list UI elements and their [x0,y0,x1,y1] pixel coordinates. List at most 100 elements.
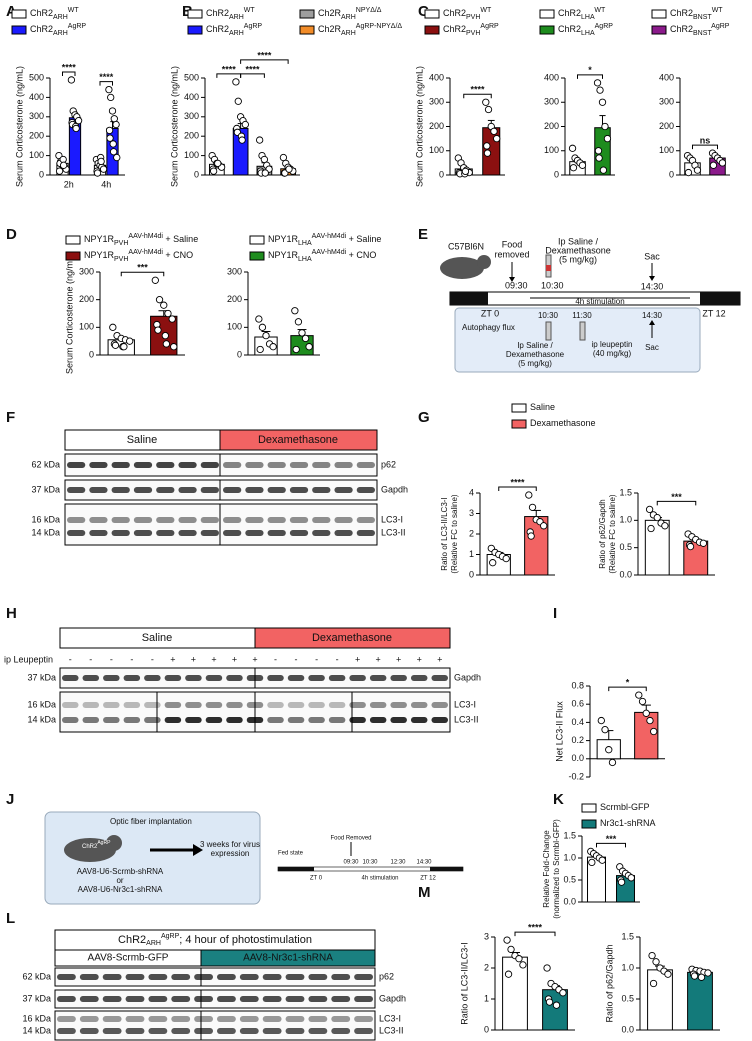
blot-band [267,675,284,681]
blot-band [156,530,175,536]
data-point [93,169,102,177]
sign: - [69,654,72,664]
data-point [105,126,114,135]
kda-label: 16 kDa [27,699,56,709]
mouse-head [106,835,122,851]
y-tick-label: 2 [469,528,474,538]
data-point [164,309,172,318]
blot-band [89,530,108,536]
data-point [519,961,527,969]
y-tick-label: 100 [659,145,674,155]
data-point [255,315,263,323]
blot-band [245,487,264,493]
time: 14:30 [642,311,663,320]
y-tick-label: 200 [29,131,44,141]
diagram-e: C57Bl6N Food removed 09:30 Ip Saline / D… [440,236,741,373]
blot-band [356,530,375,536]
blot-band [123,702,141,708]
data-point [74,117,83,125]
data-point [642,709,650,717]
significance-bracket [120,271,165,277]
time: 09:30 [343,860,359,866]
blot-band [62,702,79,708]
significance: **** [62,62,77,72]
blot-band [178,530,197,536]
blot-band [285,1028,305,1034]
data-point [160,301,168,309]
kda-label: 14 kDa [31,527,60,537]
kda-label: 37 kDa [27,672,56,682]
blot-band [226,717,243,723]
y-tick-label: 400 [544,72,559,82]
y-tick-label: 1.0 [563,852,576,862]
arrow-head [649,276,655,281]
blot-band [164,675,182,681]
data-point [170,343,178,351]
sign: - [295,654,298,664]
virus: AAV8-U6-Nr3c1-shRNA [78,885,163,894]
bar [647,969,673,1031]
blot-band [328,702,346,708]
data-point [540,522,548,530]
blot-band [178,462,197,468]
blot-band [312,487,331,493]
blot-strip [54,1010,376,1041]
data-point [55,167,64,175]
blot-band [171,1016,191,1022]
legend-label: ChR2LHAWT [558,7,606,21]
data-point [483,142,491,150]
blot-band [79,1028,99,1034]
zt: ZT 12 [420,876,436,882]
blot-band [62,717,79,723]
protein-label: p62 [381,459,396,469]
data-point [112,120,120,129]
mouse-icon [440,257,484,279]
label-name: Nr3c1-shRNA [600,818,656,828]
panel-label: G [418,409,430,426]
blot-band [185,717,202,723]
label-sub: LHA [581,30,595,37]
blot-band [200,462,219,468]
y-tick-label: 0.6 [571,699,584,709]
y-tick-label: 0.4 [571,717,584,727]
data-point [209,167,218,175]
significance: **** [470,85,485,95]
y-tick-label: 200 [429,121,444,131]
significance: **** [510,477,525,487]
blot-band [79,974,99,980]
y-tick-label: 200 [659,121,674,131]
mouse-head [477,255,491,269]
blot-band [239,996,259,1002]
data-point [105,85,113,94]
data-point [690,972,699,980]
blot-band [354,974,373,980]
sign: - [315,654,318,664]
data-point [162,340,171,348]
blot-band [312,530,331,536]
data-point [652,958,660,966]
label-sup: WT [480,7,492,14]
y-tick-label: 3 [469,508,474,518]
panel-label: L [6,910,15,927]
blot-band [349,702,366,708]
blot-band [133,462,153,468]
data-point [635,691,643,699]
label-sub: PVH [114,240,128,247]
blot-band [390,675,407,681]
y-tick-label: 0 [469,569,474,579]
food-label: removed [494,249,529,259]
data-point [109,148,118,156]
blot-band [57,996,76,1002]
inject: (5 mg/kg) [559,254,597,264]
y-tick-label: 400 [29,92,44,102]
sign: - [151,654,154,664]
blot-band [156,487,175,493]
panel-label: J [6,791,14,808]
blot-band [102,1016,122,1022]
kda-label: 16 kDa [31,514,60,524]
y-tick-label: 300 [227,266,242,276]
data-point [503,936,511,944]
blot-band [223,517,242,523]
bar [687,971,713,1031]
group-label: AAV8-Scrmb-GFP [88,953,169,964]
